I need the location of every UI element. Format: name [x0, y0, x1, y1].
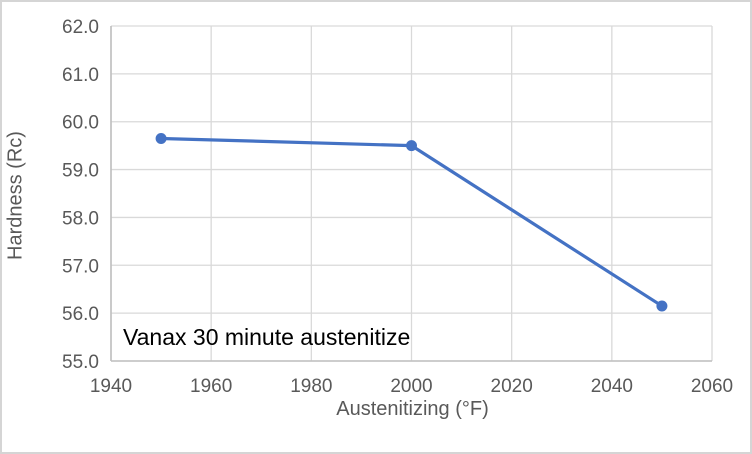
x-tick-label: 1980: [290, 376, 332, 397]
y-tick-label: 55.0: [62, 352, 99, 373]
axis-lines: [110, 26, 712, 362]
x-tick-label: 1960: [190, 376, 232, 397]
gridlines: [110, 25, 713, 362]
y-axis-tick-labels: 55.0 56.0 57.0 58.0 59.0 60.0 61.0 62.0: [62, 17, 99, 373]
data-series: [155, 132, 668, 312]
data-point-marker: [155, 132, 167, 144]
series-annotation: Vanax 30 minute austenitize: [123, 324, 411, 350]
x-tick-label: 2040: [591, 376, 633, 397]
y-axis-title: Hardness (Rc): [4, 131, 27, 260]
data-point-marker: [406, 140, 417, 152]
y-tick-label: 58.0: [62, 208, 99, 229]
x-tick-label: 2000: [390, 376, 432, 397]
x-axis-title: Austenitizing (°F): [336, 398, 489, 420]
x-tick-label: 1940: [90, 376, 132, 397]
y-tick-label: 61.0: [62, 65, 99, 86]
x-tick-label: 2020: [491, 376, 533, 397]
y-tick-label: 57.0: [62, 256, 99, 277]
y-tick-label: 62.0: [62, 17, 99, 38]
y-tick-label: 56.0: [62, 304, 99, 325]
y-tick-label: 60.0: [62, 113, 99, 134]
data-point-marker: [656, 300, 668, 312]
x-tick-label: 2060: [691, 376, 733, 397]
y-tick-label: 59.0: [62, 161, 99, 182]
x-axis-tick-labels: 1940 1960 1980 2000 2020 2040 2060: [90, 376, 733, 397]
